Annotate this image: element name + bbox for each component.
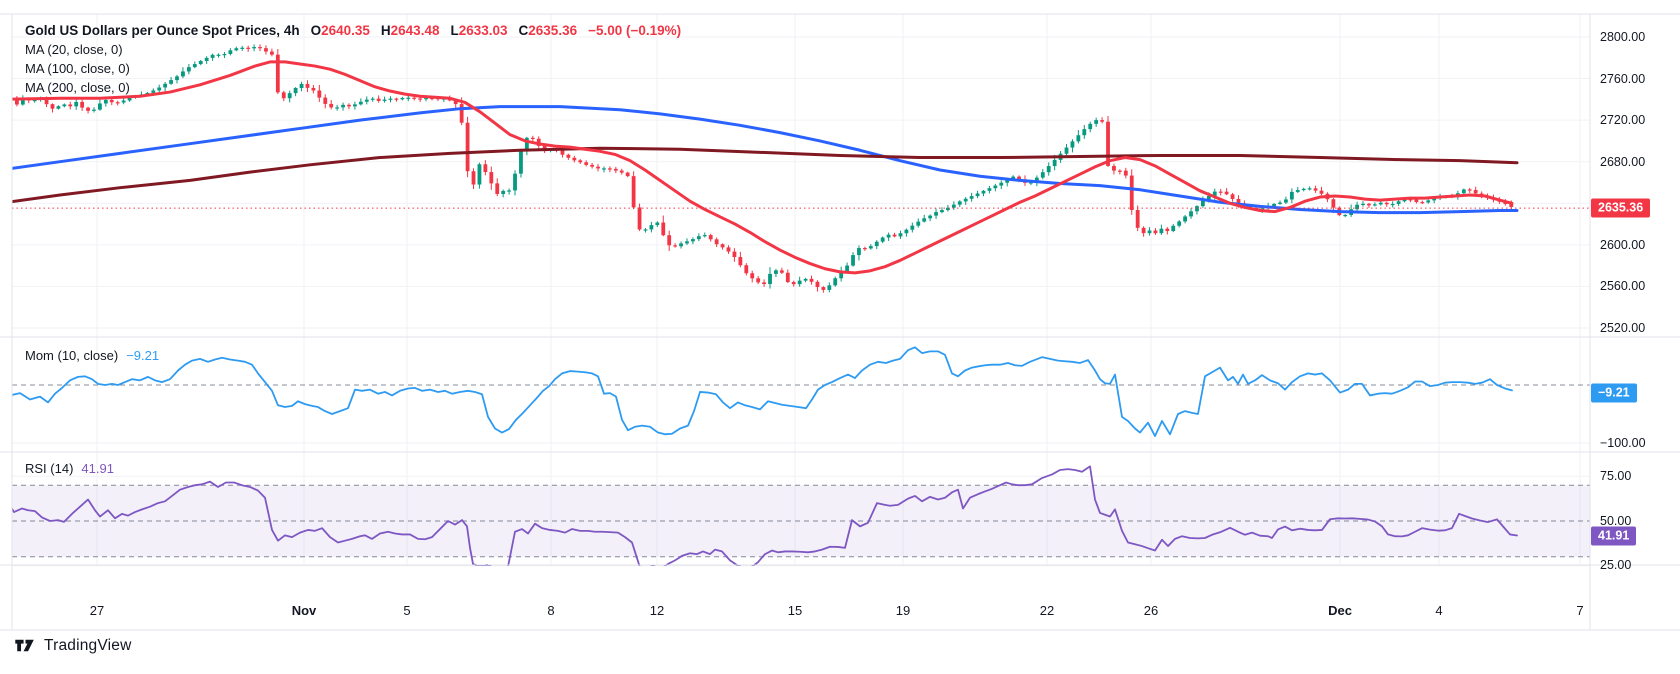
ohlc-low: L2633.03 (450, 23, 508, 38)
momentum-value: −9.21 (126, 348, 160, 363)
time-tick-8: 8 (547, 603, 555, 618)
rsi-legend[interactable]: RSI (14) 41.91 (25, 461, 114, 476)
time-tick-15: 15 (787, 603, 803, 618)
time-tick-7: 7 (1576, 603, 1584, 618)
tradingview-logo-icon (15, 639, 34, 652)
price-tick-2720.00: 2720.00 (1600, 113, 1646, 128)
time-tick-27: 27 (89, 603, 105, 618)
ohlc-high: H2643.48 (380, 23, 440, 38)
time-tick-5: 5 (403, 603, 411, 618)
price-tick-2520.00: 2520.00 (1600, 321, 1646, 335)
price-tick-2800.00: 2800.00 (1600, 29, 1646, 44)
time-tick-12: 12 (649, 603, 665, 618)
ma20-legend[interactable]: MA (20, close, 0) (25, 42, 123, 57)
price-change: −5.00 (−0.19%) (588, 23, 682, 38)
time-tick-Dec: Dec (1328, 603, 1352, 618)
time-tick-22: 22 (1039, 603, 1055, 618)
mom-tick-−100.00: −100.00 (1600, 436, 1646, 450)
momentum-label: Mom (10, close) (25, 348, 119, 363)
symbol-title-row[interactable]: Gold US Dollars per Ounce Spot Prices, 4… (25, 21, 681, 40)
rsi-tick-75.00: 75.00 (1600, 469, 1632, 484)
ohlc-open: O2640.35 (310, 23, 370, 38)
tradingview-brand-text: TradingView (44, 636, 132, 654)
momentum-badge: −9.21 (1591, 383, 1637, 403)
time-tick-19: 19 (895, 603, 911, 618)
price-tick-2760.00: 2760.00 (1600, 71, 1646, 86)
last-price-badge: 2635.36 (1591, 198, 1651, 218)
price-tick-2560.00: 2560.00 (1600, 279, 1646, 294)
rsi-value: 41.91 (81, 461, 114, 476)
time-tick-Nov: Nov (291, 603, 317, 618)
rsi-label: RSI (14) (25, 461, 74, 476)
rsi-tick-50.00: 50.00 (1600, 514, 1632, 528)
price-tick-2680.00: 2680.00 (1600, 154, 1646, 169)
rsi-tick-25.00: 25.00 (1600, 558, 1632, 572)
rsi-badge: 41.91 (1591, 526, 1637, 546)
time-tick-4: 4 (1435, 603, 1443, 618)
ma200-legend[interactable]: MA (200, close, 0) (25, 80, 130, 95)
tradingview-attribution[interactable]: TradingView (14, 636, 132, 655)
symbol-title: Gold US Dollars per Ounce Spot Prices, 4… (25, 23, 300, 38)
ohlc-close: C2635.36 (518, 23, 578, 38)
ma100-legend[interactable]: MA (100, close, 0) (25, 61, 130, 76)
price-tick-2600.00: 2600.00 (1600, 237, 1646, 252)
momentum-legend[interactable]: Mom (10, close) −9.21 (25, 348, 159, 363)
legend: Gold US Dollars per Ounce Spot Prices, 4… (25, 21, 681, 97)
time-tick-26: 26 (1143, 603, 1159, 618)
